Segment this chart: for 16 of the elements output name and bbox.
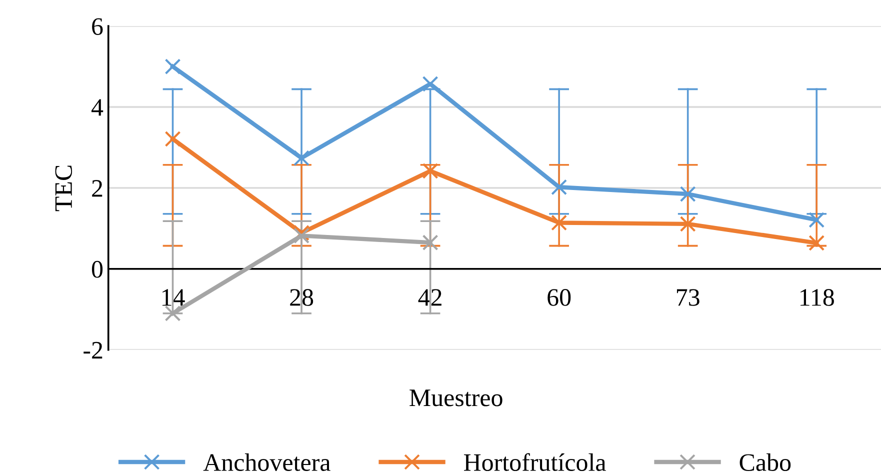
y-tick-label: 2	[92, 180, 102, 197]
y-axis-title: TEC	[55, 166, 72, 212]
x-tick-label: 118	[800, 289, 834, 306]
y-tick-label: 0	[92, 260, 103, 278]
x-axis-title: Muestreo	[410, 390, 502, 406]
legend-label: Anchovetera	[203, 453, 330, 471]
x-tick-label: 28	[290, 289, 314, 306]
y-tick-label: 6	[92, 18, 103, 35]
x-tick-label: 60	[548, 289, 571, 306]
legend-label: Hortofrutícola	[464, 453, 606, 471]
legend-label: Cabo	[740, 453, 791, 471]
x-tick-label: 42	[418, 289, 442, 306]
x-tick-label: 14	[162, 289, 185, 306]
y-tick-label: -2	[84, 342, 102, 358]
y-tick-label: 4	[91, 99, 104, 116]
x-tick-label: 73	[676, 289, 700, 306]
